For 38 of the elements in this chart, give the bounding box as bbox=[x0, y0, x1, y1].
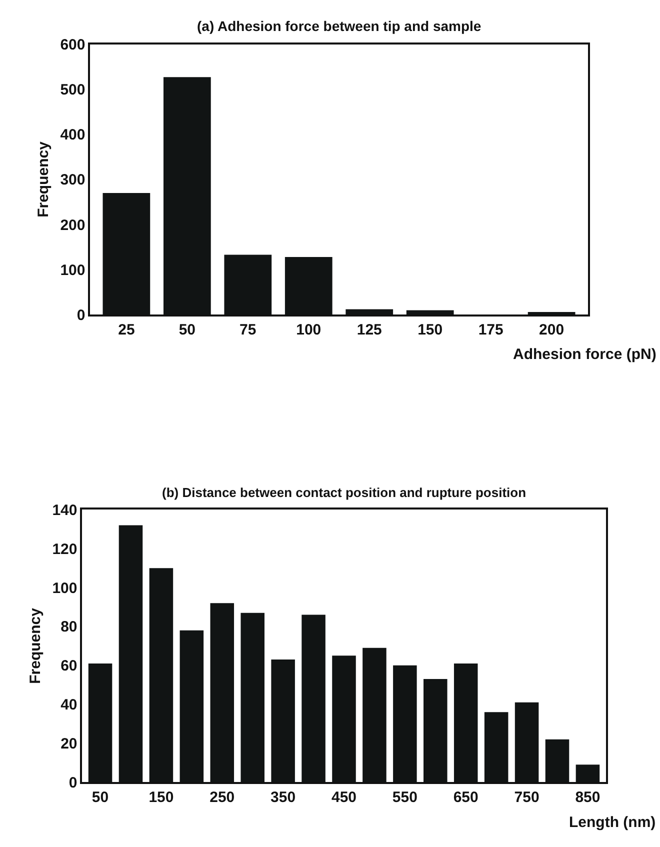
x-tick-label: 550 bbox=[392, 788, 418, 806]
x-tick-label: 650 bbox=[453, 788, 478, 806]
x-tick-label: 25 bbox=[118, 321, 135, 338]
x-tick-label: 75 bbox=[240, 321, 256, 338]
x-tick-label: 100 bbox=[296, 321, 322, 338]
y-tick-label: 600 bbox=[60, 36, 86, 54]
x-tick-label: 850 bbox=[575, 788, 600, 806]
y-tick-label: 40 bbox=[60, 696, 78, 714]
chart-title: (b) Distance between contact position and rupture position bbox=[162, 485, 526, 500]
x-tick-label: 450 bbox=[331, 788, 357, 806]
y-tick-label: 200 bbox=[60, 216, 86, 234]
y-tick-label: 80 bbox=[60, 618, 78, 636]
y-tick-label: 20 bbox=[60, 735, 78, 752]
y-tick-label: 120 bbox=[52, 540, 78, 558]
y-tick-label: 0 bbox=[76, 306, 86, 324]
x-axis-title: Length (nm) bbox=[569, 814, 656, 831]
y-tick-label: 100 bbox=[60, 262, 86, 279]
x-tick-label: 125 bbox=[356, 321, 382, 338]
y-axis-title: Frequency bbox=[26, 607, 44, 684]
x-tick-label: 175 bbox=[478, 321, 504, 338]
y-tick-label: 0 bbox=[68, 774, 78, 792]
chart-title: (a) Adhesion force between tip and sample bbox=[197, 18, 482, 34]
x-tick-label: 50 bbox=[92, 788, 109, 806]
x-tick-label: 750 bbox=[514, 788, 540, 806]
y-tick-label: 100 bbox=[52, 580, 78, 597]
y-tick-label: 400 bbox=[60, 126, 86, 144]
x-tick-label: 200 bbox=[539, 321, 564, 338]
y-axis-title: Frequency bbox=[34, 140, 52, 218]
y-tick-label: 140 bbox=[52, 502, 78, 519]
x-tick-label: 150 bbox=[418, 321, 443, 338]
x-tick-label: 50 bbox=[178, 321, 196, 338]
y-tick-label: 60 bbox=[60, 658, 78, 675]
x-axis-title: Adhesion force (pN) bbox=[513, 346, 656, 363]
y-tick-label: 500 bbox=[60, 82, 86, 99]
x-tick-label: 250 bbox=[210, 788, 235, 806]
x-tick-label: 150 bbox=[148, 788, 174, 806]
y-tick-label: 300 bbox=[60, 172, 86, 189]
x-tick-label: 350 bbox=[270, 788, 296, 806]
